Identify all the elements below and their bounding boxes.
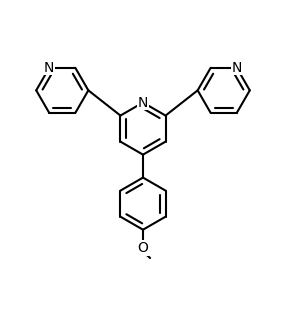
Text: O: O [138, 241, 148, 255]
Text: N: N [232, 61, 242, 75]
Text: N: N [44, 61, 54, 75]
Text: N: N [138, 95, 148, 110]
